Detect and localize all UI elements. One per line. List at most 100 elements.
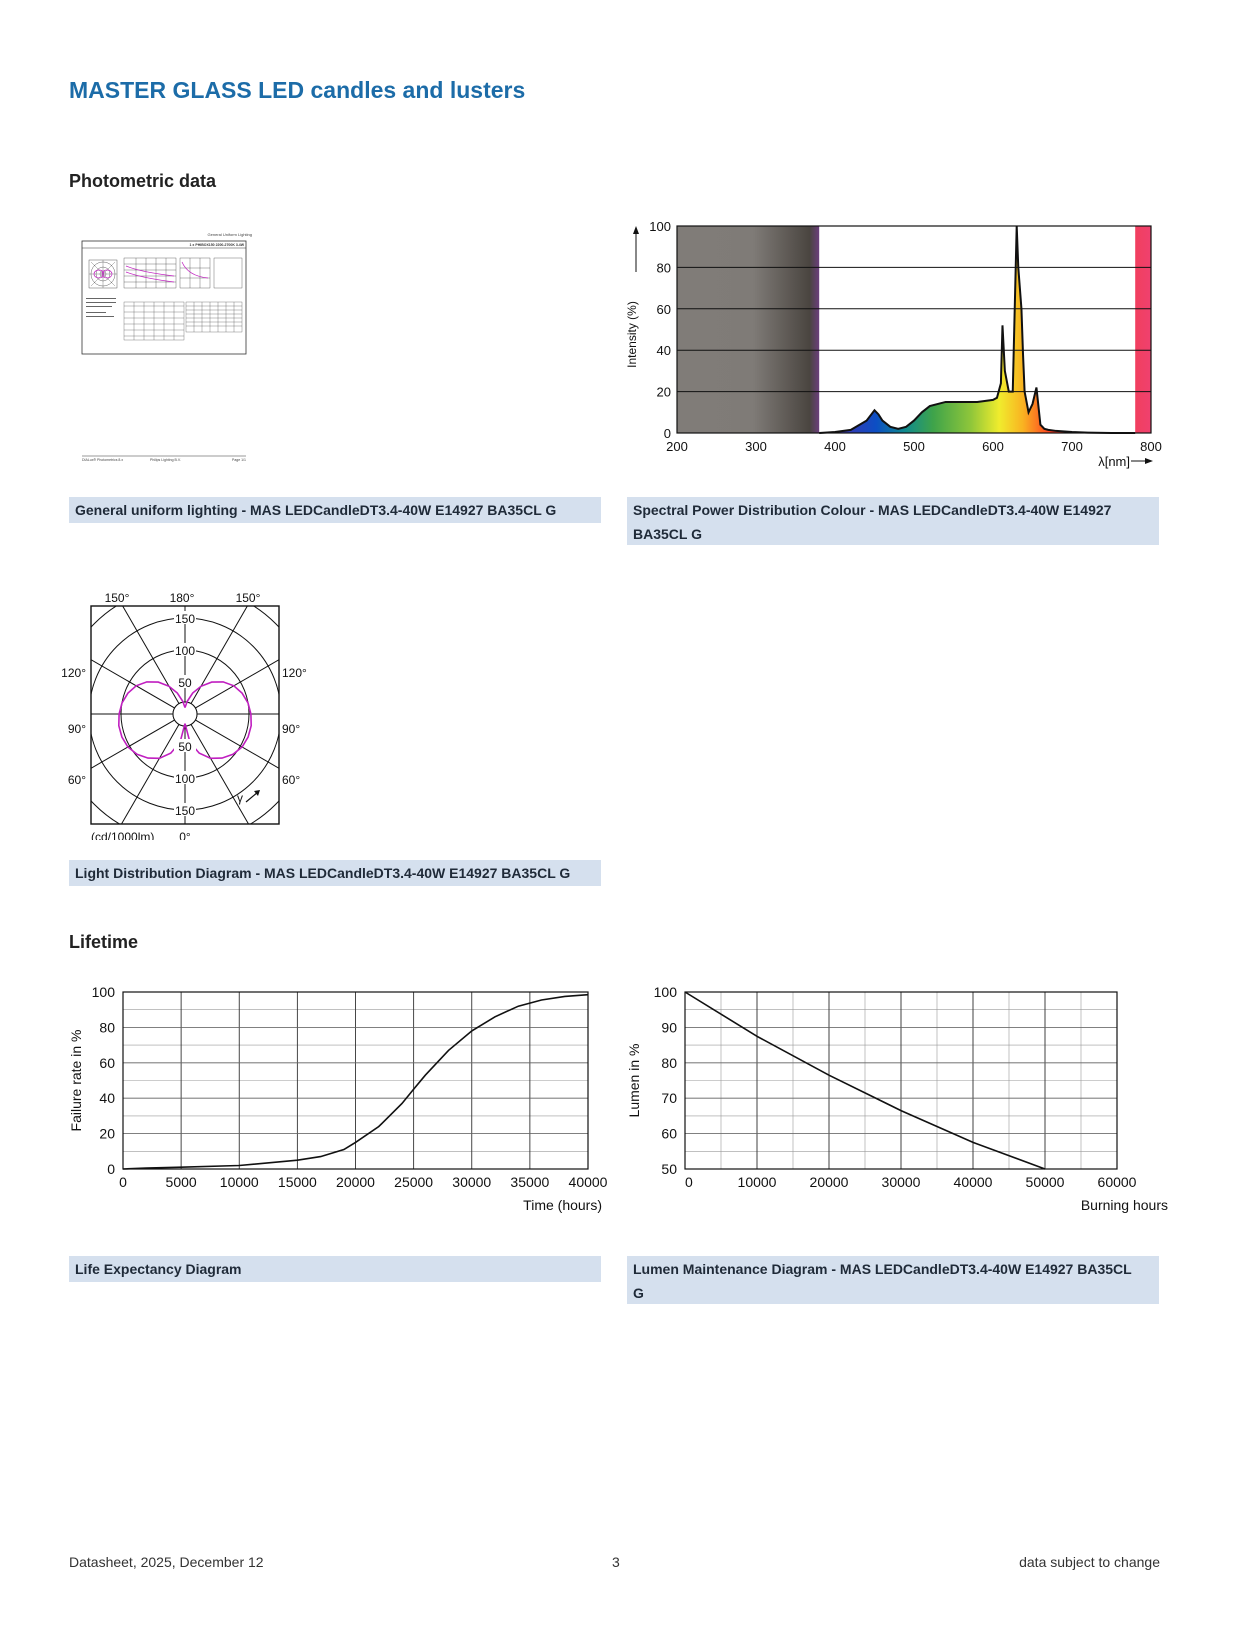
polar-radial-label: 100 <box>175 772 195 786</box>
life-expectancy-y-tick-label: 20 <box>99 1126 115 1142</box>
polar-angle-label: 90° <box>68 722 86 736</box>
lumen-maintenance-x-tick-label: 20000 <box>810 1174 849 1190</box>
polar-radial-label: 100 <box>175 644 195 658</box>
polar-angle-label: 180° <box>170 591 195 605</box>
life-expectancy-x-axis-label: Time (hours) <box>523 1197 602 1213</box>
lumen-maintenance-x-tick-label: 30000 <box>882 1174 921 1190</box>
caption-spectral: Spectral Power Distribution Colour - MAS… <box>627 497 1159 545</box>
lumen-maintenance-chart: 50 60 70 80 90 100 0 10000 20000 30000 40000 50000 6… <box>626 984 1168 1213</box>
spectral-y-tick-label: 80 <box>657 260 671 275</box>
polar-gamma-label: γ <box>237 791 243 805</box>
life-expectancy-x-tick-label: 5000 <box>166 1174 197 1190</box>
polar-angle-label: 150° <box>105 591 130 605</box>
lumen-maintenance-y-tick-label: 70 <box>661 1090 677 1106</box>
lumen-maintenance-x-axis-label: Burning hours <box>1081 1197 1168 1213</box>
polar-radial-label: 50 <box>178 740 192 754</box>
spectral-x-tick-label: 800 <box>1140 439 1162 454</box>
life-expectancy-y-tick-label: 100 <box>92 984 116 1000</box>
page-title: MASTER GLASS LED candles and lusters <box>69 77 526 103</box>
life-expectancy-chart: 0 20 40 60 80 100 0 5000 10000 15000 20000 25000 300… <box>68 984 608 1213</box>
life-expectancy-x-tick-label: 10000 <box>220 1174 259 1190</box>
life-expectancy-x-tick-label: 35000 <box>510 1174 549 1190</box>
spectral-chart: 0 20 40 60 80 100 200 300 400 500 600 700 800 Intensi… <box>626 219 1162 469</box>
lumen-maintenance-y-axis-label: Lumen in % <box>626 1044 642 1118</box>
life-expectancy-y-axis-label: Failure rate in % <box>68 1030 84 1132</box>
life-expectancy-x-tick-label: 15000 <box>278 1174 317 1190</box>
caption-lumen-line1: Lumen Maintenance Diagram - MAS LEDCandl… <box>633 1261 1132 1277</box>
spectral-x-axis-label: λ[nm] <box>1098 454 1130 469</box>
footer-left: Datasheet, 2025, December 12 <box>69 1554 264 1570</box>
spectral-x-tick-label: 600 <box>982 439 1004 454</box>
polar-gamma-arrow-line <box>245 791 259 803</box>
spectral-x-tick-label: 400 <box>824 439 846 454</box>
life-expectancy-y-tick-label: 60 <box>99 1055 115 1071</box>
spectral-y-tick-label: 40 <box>657 343 671 358</box>
polar-gamma-arrow-head <box>254 790 260 796</box>
lumen-maintenance-series-line <box>684 991 1046 1170</box>
polar-angle-label: 120° <box>61 666 86 680</box>
lumen-maintenance-y-tick-label: 90 <box>661 1019 677 1035</box>
life-expectancy-x-tick-label: 40000 <box>569 1174 608 1190</box>
lumen-maintenance-y-tick-label: 60 <box>661 1126 677 1142</box>
polar-radial-label: 150 <box>175 612 195 626</box>
section-title-photometric: Photometric data <box>69 171 217 191</box>
thumb-header: General Uniform Lighting <box>208 232 252 237</box>
caption-spectral-line1: Spectral Power Distribution Colour - MAS… <box>633 502 1112 518</box>
polar-radial-label: 150 <box>175 804 195 818</box>
footer-page-number: 3 <box>612 1554 620 1570</box>
caption-light-distribution: Light Distribution Diagram - MAS LEDCand… <box>69 860 601 886</box>
lumen-maintenance-y-tick-label: 50 <box>661 1161 677 1177</box>
spectral-y-tick-label: 0 <box>664 426 671 441</box>
lumen-maintenance-x-tick-label: 40000 <box>954 1174 993 1190</box>
light-distribution-chart: 150 100 50 50 100 150 150° 180° 150° 120° 120° 90° 9… <box>61 591 307 840</box>
lumen-maintenance-y-tick-label: 100 <box>654 984 678 1000</box>
polar-angle-label: 0° <box>179 830 191 840</box>
caption-lumen-maintenance: Lumen Maintenance Diagram - MAS LEDCandl… <box>627 1256 1159 1304</box>
polar-radial-label-bg <box>174 771 196 784</box>
section-title-lifetime: Lifetime <box>69 932 139 952</box>
spectral-plot-frame <box>676 225 1152 434</box>
thumb-subtitle: 1 x PHIBOX150 2200-2700K 3.4W <box>190 243 245 247</box>
polar-unit-label: (cd/1000lm) <box>91 830 154 840</box>
polar-angle-label: 150° <box>236 591 261 605</box>
polar-radial-label-bg <box>174 803 196 816</box>
lumen-maintenance-plot-frame <box>684 991 1118 1170</box>
life-expectancy-series-line <box>122 993 589 1170</box>
lumen-maintenance-x-tick-label: 50000 <box>1026 1174 1065 1190</box>
polar-angle-label: 60° <box>282 773 300 787</box>
spectral-y-tick-label: 100 <box>649 219 671 234</box>
spectral-x-tick-label: 300 <box>745 439 767 454</box>
lumen-maintenance-x-tick-label: 60000 <box>1098 1174 1137 1190</box>
polar-angle-label: 120° <box>282 666 307 680</box>
life-expectancy-y-tick-label: 0 <box>107 1161 115 1177</box>
polar-curve-left <box>117 681 186 760</box>
life-expectancy-x-tick-label: 30000 <box>452 1174 491 1190</box>
polar-radial-label-bg <box>174 643 196 656</box>
caption-spectral-line2: BA35CL G <box>633 526 702 542</box>
spectral-x-tick-label: 200 <box>666 439 688 454</box>
spectral-y-arrow-head <box>633 226 639 234</box>
spectral-x-tick-label: 700 <box>1061 439 1083 454</box>
life-expectancy-y-tick-label: 80 <box>99 1019 115 1035</box>
footer-right: data subject to change <box>1019 1554 1160 1570</box>
caption-lumen-line2: G <box>633 1285 644 1301</box>
life-expectancy-x-tick-label: 0 <box>119 1174 127 1190</box>
general-lighting-thumbnail: General Uniform Lighting 1 x PHIBOX150 2… <box>80 232 256 468</box>
spectral-y-tick-label: 20 <box>657 385 671 400</box>
lumen-maintenance-x-tick-label: 10000 <box>738 1174 777 1190</box>
life-expectancy-y-tick-label: 40 <box>99 1090 115 1106</box>
thumb-footer-right: Page 1/1 <box>232 458 246 462</box>
thumb-footer-mid: Philips Lighting B.V. <box>150 458 181 462</box>
polar-radial-label-bg <box>174 739 196 752</box>
spectral-series-line <box>819 225 1136 434</box>
polar-radial-label: 50 <box>178 676 192 690</box>
polar-angle-label: 90° <box>282 722 300 736</box>
caption-life-expectancy: Life Expectancy Diagram <box>69 1256 601 1282</box>
spectral-x-arrow-head <box>1145 458 1153 464</box>
polar-angle-label: 60° <box>68 773 86 787</box>
polar-radial-label-bg <box>174 611 196 624</box>
life-expectancy-x-tick-label: 20000 <box>336 1174 375 1190</box>
spectral-x-tick-label: 500 <box>903 439 925 454</box>
caption-general-lighting: General uniform lighting - MAS LEDCandle… <box>69 497 601 523</box>
polar-curve-right <box>184 681 253 760</box>
